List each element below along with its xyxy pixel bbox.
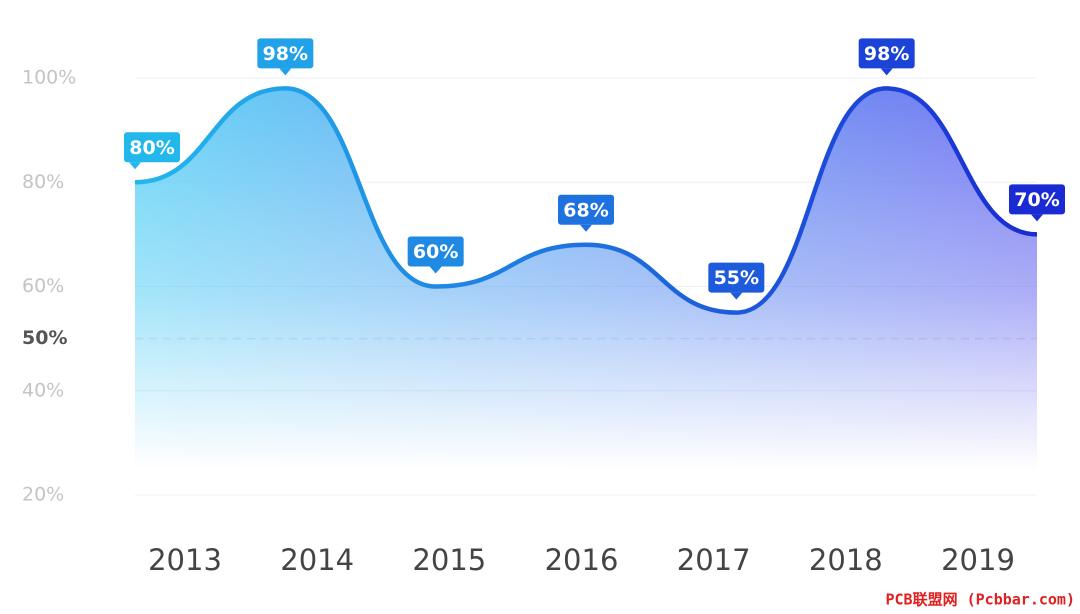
value-label: 98% xyxy=(864,43,909,65)
value-label: 80% xyxy=(129,137,174,159)
value-label: 68% xyxy=(563,199,608,221)
reference-label: 50% xyxy=(22,327,67,349)
value-label: 60% xyxy=(413,241,458,263)
x-tick-label: 2015 xyxy=(412,543,486,577)
x-tick-label: 2019 xyxy=(941,543,1015,577)
value-label-box xyxy=(124,132,180,163)
value-label: 55% xyxy=(714,267,759,289)
watermark: PCB联盟网 (Pcbbar.com) xyxy=(886,591,1076,609)
value-label-box xyxy=(558,194,614,225)
value-label-box xyxy=(858,38,915,69)
value-label-pointer xyxy=(1031,214,1043,222)
area xyxy=(135,88,1037,471)
x-tick-label: 2013 xyxy=(148,543,222,577)
x-tick-label: 2017 xyxy=(677,543,751,577)
value-label-pointer xyxy=(880,68,893,76)
value-label-pointer xyxy=(730,292,743,300)
x-tick-label: 2014 xyxy=(280,543,354,577)
y-tick-label: 100% xyxy=(22,67,76,89)
value-label: 98% xyxy=(263,43,308,65)
area-group xyxy=(135,88,1037,471)
y-tick-label: 40% xyxy=(22,379,64,401)
y-tick-label: 80% xyxy=(22,171,64,193)
value-label-pointer xyxy=(279,68,292,76)
value-label-pointer xyxy=(129,162,141,170)
value-label-pointer xyxy=(429,266,442,274)
line xyxy=(134,86,1038,315)
value-label: 70% xyxy=(1014,189,1059,211)
value-label-box xyxy=(257,38,314,69)
value-label-box xyxy=(407,236,464,267)
value-label-box xyxy=(708,262,765,293)
y-tick-label: 20% xyxy=(22,484,64,506)
value-label-box xyxy=(1009,184,1065,215)
x-tick-label: 2016 xyxy=(545,543,619,577)
y-tick-label: 60% xyxy=(22,275,64,297)
x-tick-label: 2018 xyxy=(809,543,883,577)
value-label-pointer xyxy=(580,224,592,232)
